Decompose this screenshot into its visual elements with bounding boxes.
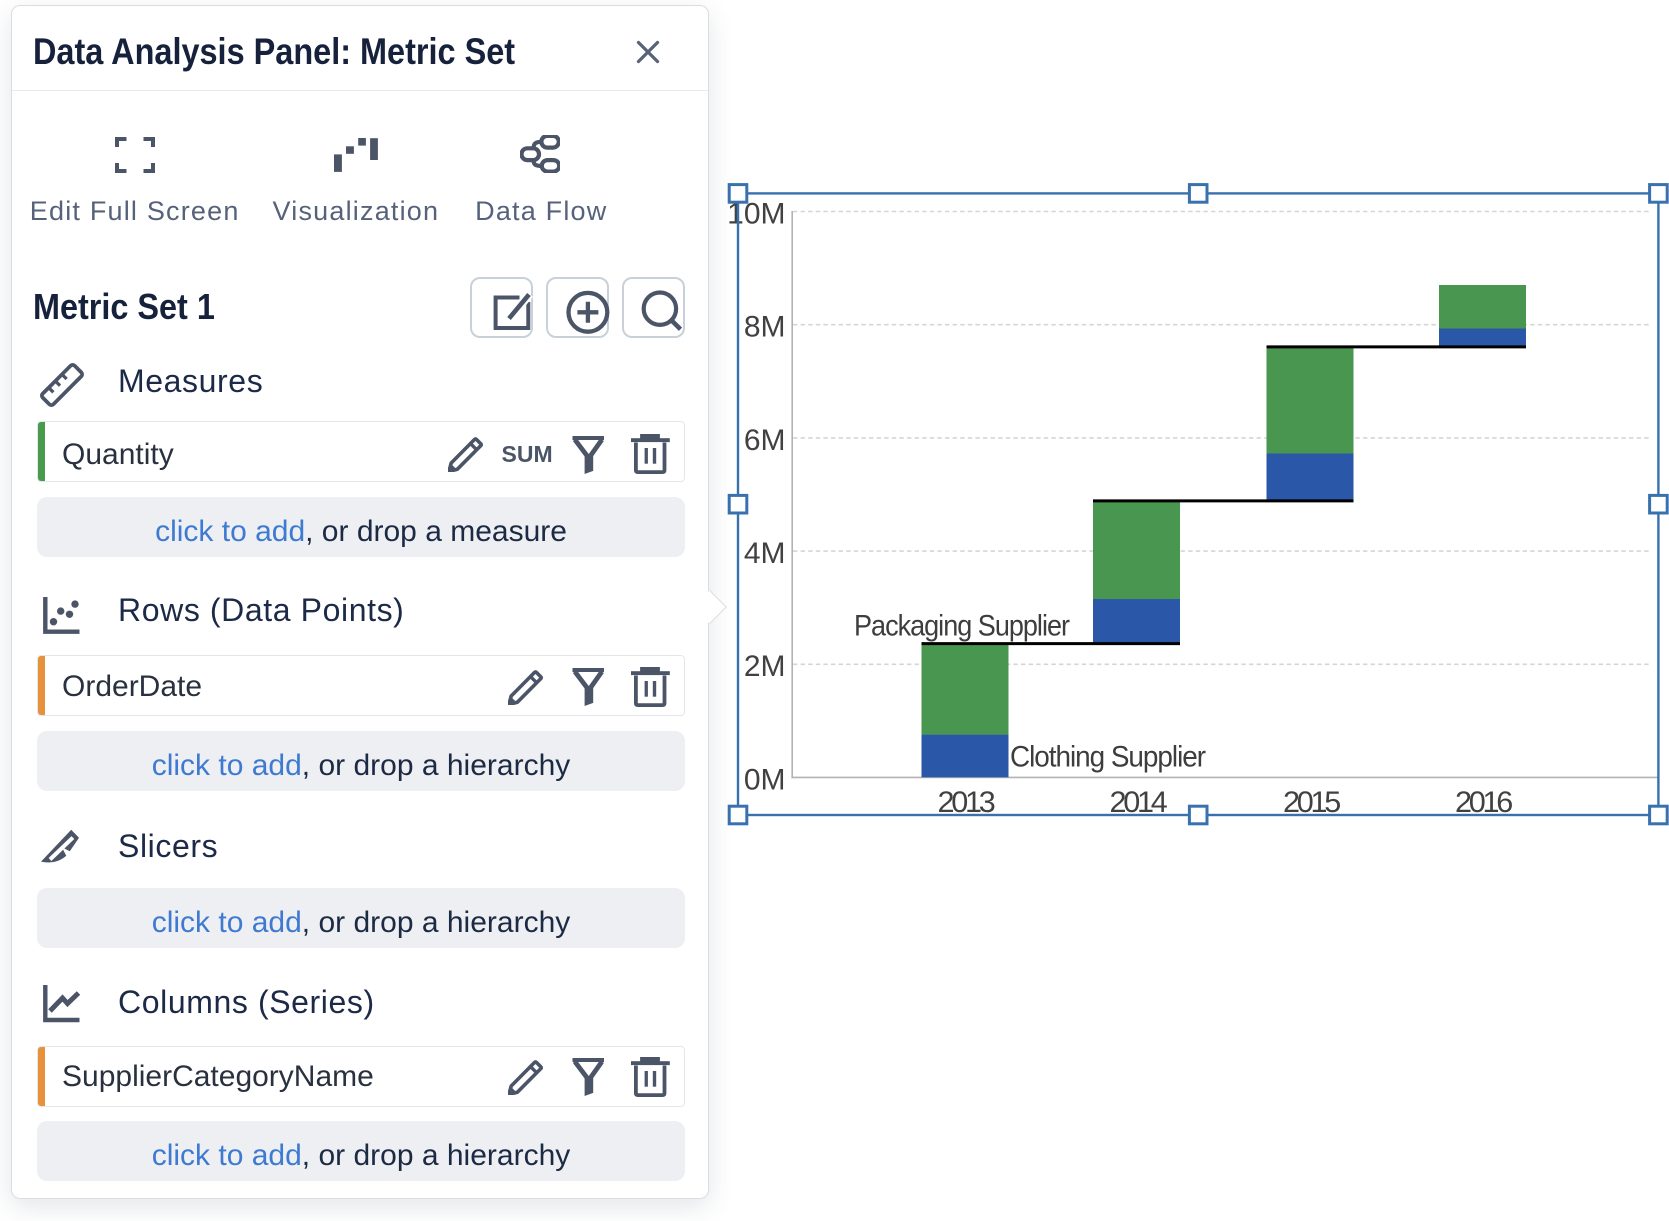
svg-text:8M: 8M <box>744 311 786 344</box>
svg-text:Clothing Supplier: Clothing Supplier <box>1010 741 1206 774</box>
svg-text:6M: 6M <box>744 424 786 457</box>
svg-text:4M: 4M <box>744 537 786 570</box>
svg-text:Packaging Supplier: Packaging Supplier <box>854 610 1070 643</box>
svg-text:2013: 2013 <box>938 786 996 819</box>
svg-text:2016: 2016 <box>1455 786 1513 819</box>
svg-text:0M: 0M <box>744 763 786 796</box>
svg-text:2014: 2014 <box>1110 786 1168 819</box>
svg-text:2M: 2M <box>744 650 786 683</box>
svg-text:2015: 2015 <box>1283 786 1341 819</box>
